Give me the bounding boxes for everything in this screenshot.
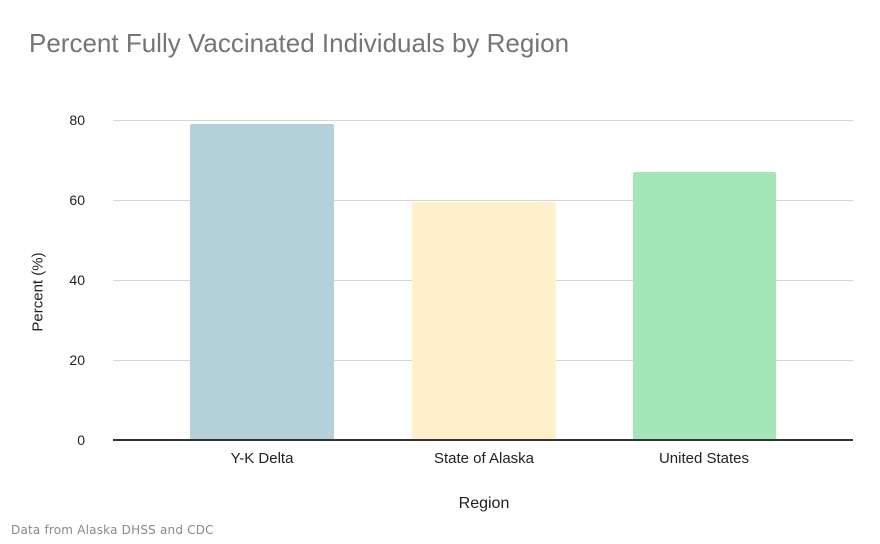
bar-state-of-alaska[interactable] xyxy=(412,202,556,440)
gridline-60 xyxy=(113,200,853,201)
y-tick-60: 60 xyxy=(69,192,85,208)
x-axis-line xyxy=(113,439,853,441)
bar-united-states[interactable] xyxy=(633,172,776,440)
x-axis-label: Region xyxy=(458,495,510,512)
x-tick-united-states: United States xyxy=(658,450,750,467)
data-source-footnote: Data from Alaska DHSS and CDC xyxy=(11,523,214,537)
chart-title: Percent Fully Vaccinated Individuals by … xyxy=(29,28,570,58)
y-tick-40: 40 xyxy=(69,272,85,288)
bar-yk-delta[interactable] xyxy=(190,124,334,440)
x-tick-yk-delta: Y-K Delta xyxy=(230,450,294,467)
y-tick-20: 20 xyxy=(69,352,85,368)
y-tick-0: 0 xyxy=(77,432,85,448)
y-axis-label: Percent (%) xyxy=(29,252,47,332)
gridline-80 xyxy=(113,120,853,121)
x-tick-state-of-alaska: State of Alaska xyxy=(433,450,535,467)
plot-area: 80 60 40 20 0 Y-K Delta State of Alaska … xyxy=(69,112,853,467)
y-tick-80: 80 xyxy=(69,112,85,128)
